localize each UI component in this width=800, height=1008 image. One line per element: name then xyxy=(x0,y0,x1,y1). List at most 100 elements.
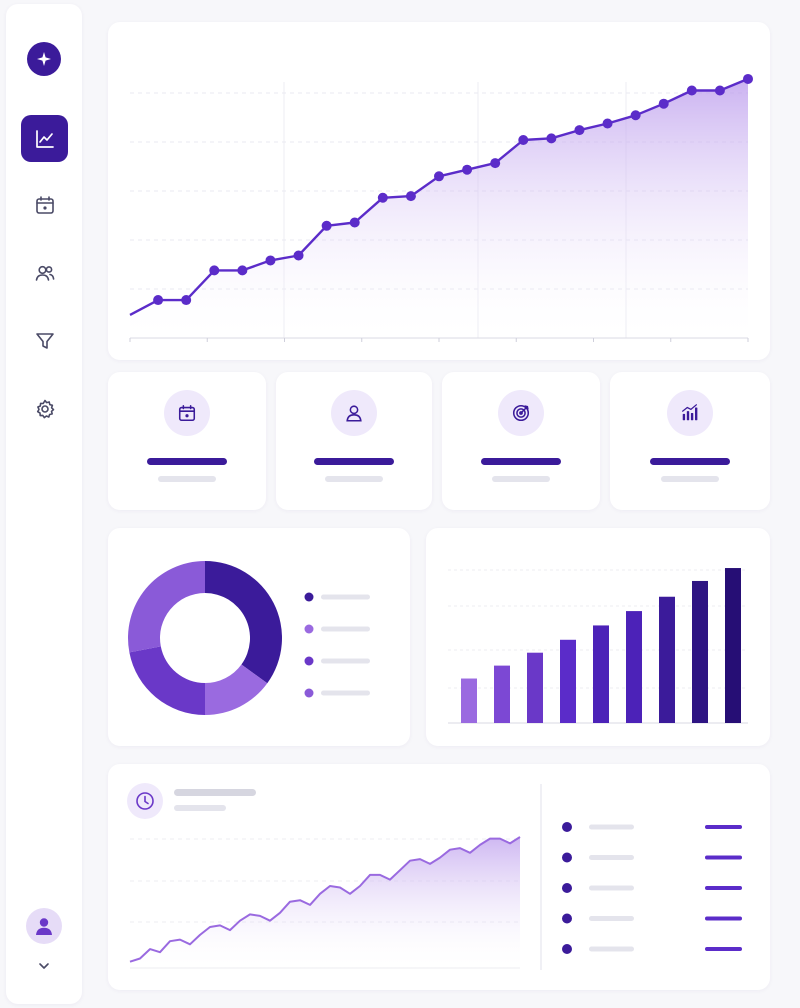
stat-label-placeholder xyxy=(492,476,550,482)
bar xyxy=(527,652,543,723)
donut-slice xyxy=(129,646,205,715)
sparkle-icon xyxy=(37,52,51,66)
card-subtitle-placeholder xyxy=(174,805,226,811)
nav-item-filter[interactable] xyxy=(21,317,68,364)
data-point xyxy=(349,217,360,228)
bar xyxy=(560,639,576,723)
donut-slice xyxy=(205,561,282,684)
data-point xyxy=(602,118,613,129)
data-point xyxy=(686,85,697,96)
legend-label-placeholder xyxy=(321,594,370,600)
data-point xyxy=(293,250,304,261)
clock-icon xyxy=(127,783,163,819)
data-point xyxy=(658,98,669,109)
user-icon xyxy=(344,403,364,423)
account-menu-toggle[interactable] xyxy=(34,956,54,976)
data-point xyxy=(237,265,248,276)
nav-item-users[interactable] xyxy=(21,249,68,296)
stat-value-placeholder xyxy=(481,458,561,465)
nav-item-settings[interactable] xyxy=(21,385,68,432)
bullet-dot-icon xyxy=(562,913,572,924)
calendar-icon xyxy=(177,403,197,423)
data-point xyxy=(630,110,641,121)
list-value-placeholder xyxy=(705,947,742,951)
data-point xyxy=(405,191,416,202)
bottom-card xyxy=(108,764,770,990)
stat-label-placeholder xyxy=(325,476,383,482)
bar xyxy=(494,665,510,723)
donut-slice xyxy=(127,561,205,653)
data-point xyxy=(743,73,753,84)
list-label-placeholder xyxy=(589,824,634,830)
list-label-placeholder xyxy=(589,916,634,921)
nav-item-analytics[interactable] xyxy=(21,115,68,162)
list-value-placeholder xyxy=(705,886,742,890)
data-point xyxy=(181,295,192,306)
donut-card xyxy=(108,528,410,746)
donut-slice xyxy=(205,664,268,715)
filter-icon xyxy=(34,330,56,352)
stat-label-placeholder xyxy=(158,476,216,482)
data-point xyxy=(377,192,388,203)
stat-value-placeholder xyxy=(650,458,730,465)
bar-chart xyxy=(448,568,748,724)
donut-chart xyxy=(127,561,370,715)
main-chart-card xyxy=(108,22,770,360)
data-point xyxy=(209,265,220,276)
gear-icon xyxy=(34,398,56,420)
data-point xyxy=(546,133,557,144)
list-label-placeholder xyxy=(589,946,634,952)
logo[interactable] xyxy=(27,42,61,76)
stat-card-3[interactable] xyxy=(442,372,600,510)
bar-card xyxy=(426,528,770,746)
list-value-placeholder xyxy=(705,825,742,829)
area-fill xyxy=(130,78,748,339)
bar xyxy=(725,568,741,723)
legend-label-placeholder xyxy=(321,658,370,664)
list-label-placeholder xyxy=(589,855,634,860)
list-label-placeholder xyxy=(589,885,634,891)
bar xyxy=(692,580,708,723)
list-value-placeholder xyxy=(705,916,742,921)
data-point xyxy=(265,255,276,266)
calendar-icon xyxy=(34,194,56,216)
target-icon xyxy=(511,403,531,423)
users-icon xyxy=(34,262,56,284)
data-point xyxy=(714,85,725,96)
stat-icon-wrap xyxy=(667,390,713,436)
data-point xyxy=(574,125,585,136)
data-point xyxy=(434,171,444,182)
bar xyxy=(461,678,477,723)
legend-dot xyxy=(304,624,314,634)
legend-dot xyxy=(304,656,314,666)
bullet-dot-icon xyxy=(562,852,572,863)
legend-label-placeholder xyxy=(321,690,370,696)
bar-chart-icon xyxy=(680,403,700,423)
avatar[interactable] xyxy=(26,908,62,944)
bar xyxy=(659,596,675,723)
line-chart-icon xyxy=(34,128,56,150)
stat-label-placeholder xyxy=(661,476,719,482)
legend-dot xyxy=(304,688,314,698)
stat-value-placeholder xyxy=(147,458,227,465)
stat-value-placeholder xyxy=(314,458,394,465)
bullet-dot-icon xyxy=(562,944,572,954)
stat-icon-wrap xyxy=(164,390,210,436)
stat-card-4[interactable] xyxy=(610,372,770,510)
list-value-placeholder xyxy=(705,855,742,860)
stat-icon-wrap xyxy=(498,390,544,436)
stat-card-2[interactable] xyxy=(276,372,432,510)
data-point xyxy=(490,158,501,169)
sidebar xyxy=(6,4,82,1004)
stat-icon-wrap xyxy=(331,390,377,436)
data-point xyxy=(462,164,473,175)
data-point xyxy=(153,295,164,306)
chevron-down-icon xyxy=(37,959,51,973)
data-point xyxy=(518,135,529,145)
stat-card-1[interactable] xyxy=(108,372,266,510)
bullet-dot-icon xyxy=(562,822,572,832)
series-line xyxy=(129,836,521,963)
data-point xyxy=(321,220,332,231)
nav-item-calendar[interactable] xyxy=(21,181,68,228)
bottom-area-chart xyxy=(127,783,742,970)
